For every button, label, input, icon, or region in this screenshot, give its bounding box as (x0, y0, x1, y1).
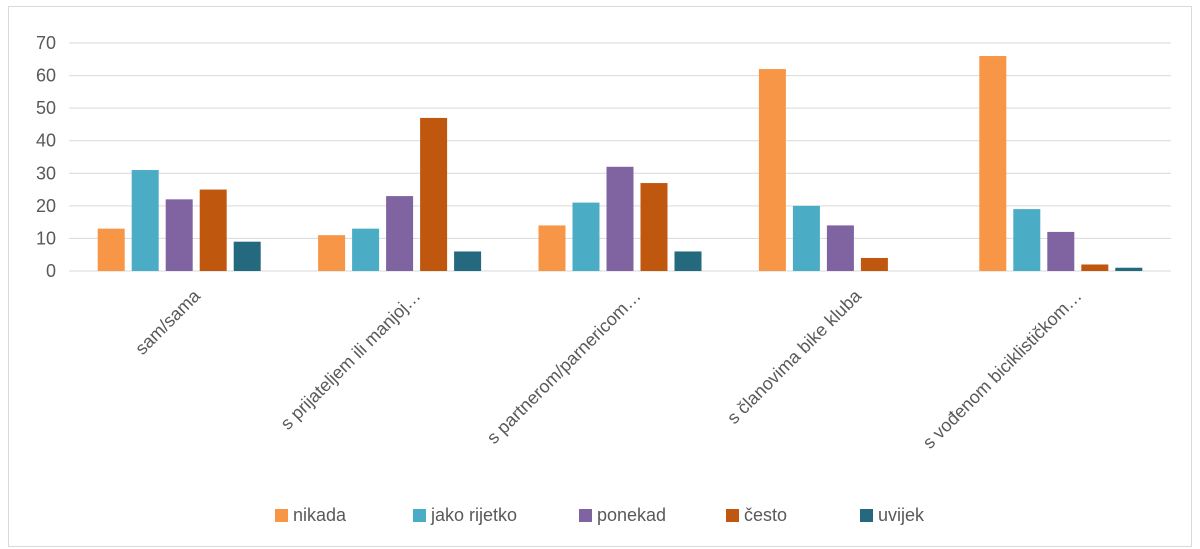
bar (1013, 209, 1041, 271)
bar (792, 205, 820, 271)
bar (758, 69, 786, 271)
bar (674, 251, 702, 271)
legend-label: nikada (293, 505, 347, 525)
x-category-label: s članovima bike kluba (723, 285, 866, 428)
legend-swatch (275, 509, 288, 522)
bar (606, 166, 634, 271)
bar (640, 183, 668, 271)
legend-swatch (860, 509, 873, 522)
y-tick-label: 20 (36, 196, 56, 216)
y-tick-label: 50 (36, 98, 56, 118)
y-tick-label: 40 (36, 131, 56, 151)
x-category-label: s partnerom/parnericom… (483, 286, 645, 448)
bar (979, 56, 1007, 272)
legend-swatch (413, 509, 426, 522)
legend-label: često (744, 505, 787, 525)
y-tick-label: 0 (46, 261, 56, 281)
y-axis-tick-labels: 0 10 20 30 40 50 60 70 (36, 33, 56, 281)
bar (420, 117, 448, 272)
x-axis-category-labels: sam/sama s prijateljem ili manjoj… s partn… (131, 285, 1085, 453)
bar (538, 225, 566, 271)
legend-label: jako rijetko (430, 505, 517, 525)
bar (233, 241, 261, 271)
y-tick-label: 70 (36, 33, 56, 53)
legend: nikada jako rijetko ponekad često uvijek (275, 505, 925, 525)
bars (97, 56, 1143, 272)
bar (1115, 267, 1143, 271)
x-category-label: s prijateljem ili manjoj… (277, 286, 425, 434)
bar (352, 228, 380, 271)
bar (199, 189, 227, 271)
bar (454, 251, 482, 271)
x-category-label: sam/sama (131, 285, 205, 359)
bar (97, 228, 125, 271)
y-tick-label: 60 (36, 66, 56, 86)
bar (318, 235, 346, 271)
bar (860, 257, 888, 271)
bar (826, 225, 854, 271)
bar (572, 202, 600, 271)
bar (386, 196, 414, 271)
bar (1047, 231, 1075, 271)
legend-swatch (579, 509, 592, 522)
legend-label: uvijek (878, 505, 925, 525)
y-tick-label: 10 (36, 228, 56, 248)
bar (131, 170, 159, 271)
bar (165, 199, 193, 271)
legend-swatch (726, 509, 739, 522)
bar-chart: 0 10 20 30 40 50 60 70 sam/sama s prijateljem il… (36, 33, 1171, 525)
bar (1081, 264, 1109, 271)
x-category-label: s vođenom biciklističkom… (919, 286, 1086, 453)
chart-frame: 0 10 20 30 40 50 60 70 sam/sama s prijateljem il… (8, 6, 1192, 547)
y-tick-label: 30 (36, 163, 56, 183)
legend-label: ponekad (597, 505, 666, 525)
